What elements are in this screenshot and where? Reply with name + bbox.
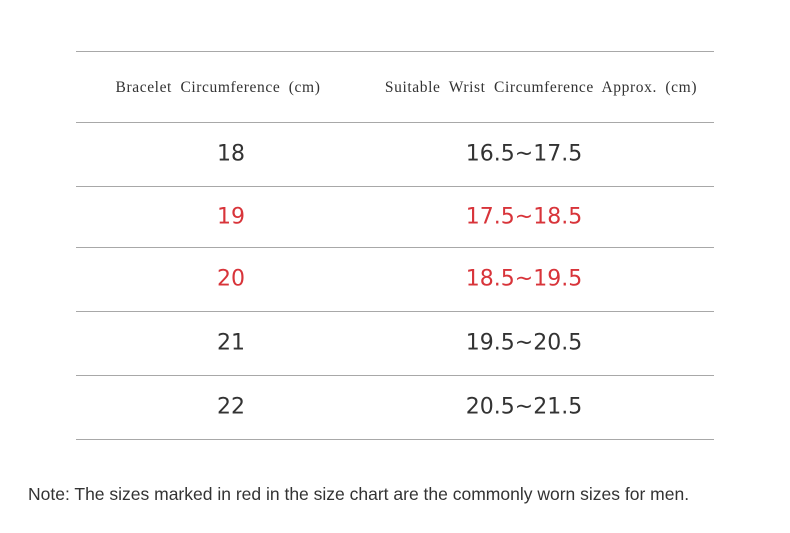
rule [76,51,714,52]
table-cell: 19.5~20.5 [465,330,583,356]
rule [76,186,714,187]
table-cell: 18 [217,141,245,167]
rule [76,311,714,312]
rule [76,375,714,376]
table-cell: 18.5~19.5 [465,266,583,292]
rule [76,122,714,123]
rule [76,439,714,440]
header-cell: Bracelet Circumference (cm) [115,79,321,96]
table-cell: 21 [217,330,245,356]
table-cell: 22 [217,394,245,420]
table-cell: 16.5~17.5 [465,141,583,167]
rule [76,247,714,248]
table-cell: 19 [217,204,245,229]
table-cell: 20.5~21.5 [465,394,583,420]
header-cell: Suitable Wrist Circumference Approx. (cm… [384,79,698,96]
note: Note: The sizes marked in red in the siz… [28,484,690,504]
table-cell: 20 [217,266,245,292]
table-cell: 17.5~18.5 [465,204,583,229]
